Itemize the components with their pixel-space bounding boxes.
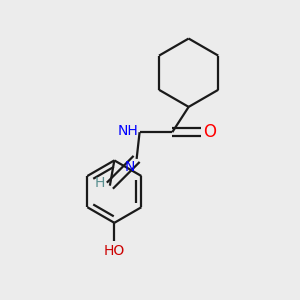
Text: HO: HO <box>104 244 125 258</box>
Text: H: H <box>95 176 105 190</box>
Text: N: N <box>125 160 135 174</box>
Text: NH: NH <box>117 124 138 138</box>
Text: O: O <box>203 123 216 141</box>
